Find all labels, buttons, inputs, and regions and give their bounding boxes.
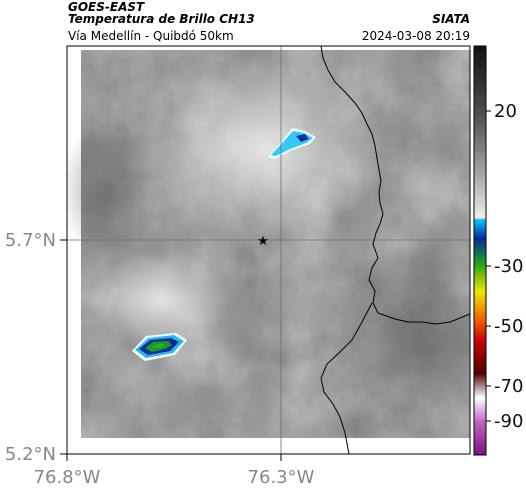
boundary-line-east: [320, 46, 470, 325]
lat-label-5-2: 5.2°N: [5, 444, 56, 465]
org-label: SIATA: [432, 12, 470, 26]
colorbar-label-neg70: -70: [494, 376, 523, 397]
bright-cloud-area: [145, 60, 385, 240]
star-marker-icon: ★: [257, 234, 269, 249]
colorbar: 20 -30 -50 -70 -90: [473, 45, 523, 456]
product-title: Temperatura de Brillo CH13: [68, 12, 255, 26]
lat-label-5-7: 5.7°N: [5, 230, 56, 251]
colorbar-label-neg30: -30: [494, 256, 523, 277]
bright-cloud-area-2: [90, 250, 230, 350]
lon-label-76-8: 76.8°W: [34, 467, 101, 488]
boundary-line-south: [320, 302, 373, 454]
colorbar-label-20: 20: [494, 101, 517, 122]
route-label: Vía Medellín - Quibdó 50km: [68, 29, 234, 43]
colorbar-label-neg50: -50: [494, 316, 523, 337]
satellite-name: GOES-EAST: [68, 0, 145, 14]
lon-label-76-3: 76.3°W: [248, 467, 315, 488]
colorbar-gradient: [474, 46, 486, 455]
dark-cloud-area-2: [67, 120, 160, 260]
map-frame: [66, 45, 471, 455]
convective-cell-north: [268, 128, 316, 159]
convective-cell-southwest: [132, 333, 187, 361]
datetime-label: 2024-03-08 20:19: [361, 29, 470, 43]
colorbar-label-neg90: -90: [494, 411, 523, 432]
colorbar-frame: [473, 45, 487, 456]
dark-cloud-area: [340, 240, 470, 420]
